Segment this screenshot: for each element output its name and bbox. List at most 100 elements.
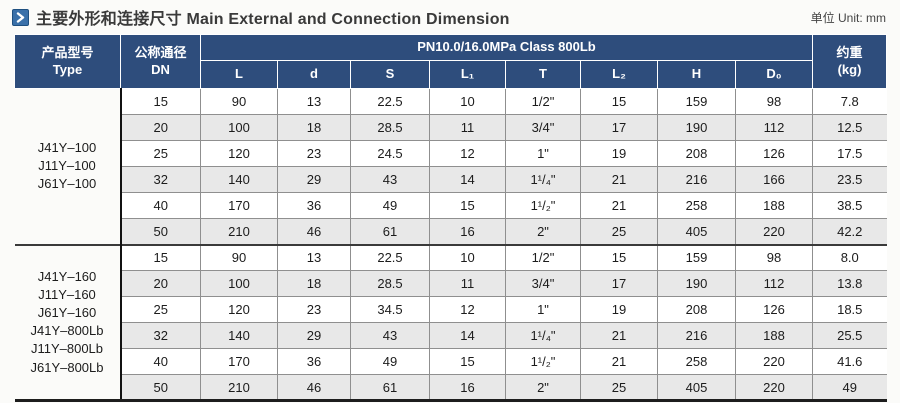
value-cell: 3/4" xyxy=(505,114,581,141)
value-cell: 3/4" xyxy=(505,270,581,297)
value-cell: 170 xyxy=(200,348,278,375)
value-cell: 1/2" xyxy=(505,88,581,115)
value-cell: 46 xyxy=(277,374,351,402)
value-cell: 21 xyxy=(580,348,658,375)
column-header-type: 产品型号 Type xyxy=(14,34,121,89)
dn-cell: 40 xyxy=(120,348,201,375)
table-row: 40 170 36 49 15 1¹/₂" 21 258 220 41.6 xyxy=(15,348,887,375)
value-cell: 36 xyxy=(277,348,351,375)
unit-label: 单位 Unit: mm xyxy=(810,10,886,25)
value-cell: 10 xyxy=(429,88,506,115)
value-cell: 41.6 xyxy=(812,348,887,375)
dn-cell: 32 xyxy=(120,166,201,193)
value-cell: 166 xyxy=(735,166,813,193)
column-header-L1: L₁ xyxy=(429,60,506,89)
value-cell: 28.5 xyxy=(350,114,430,141)
value-cell: 22.5 xyxy=(350,243,430,271)
column-header-S: S xyxy=(350,60,430,89)
value-cell: 90 xyxy=(200,88,278,115)
table-row: 50 210 46 61 16 2" 25 405 220 49 xyxy=(15,374,887,402)
value-cell: 10 xyxy=(429,243,506,271)
table-row: 32 140 29 43 14 1¹/₄" 21 216 166 23.5 xyxy=(15,166,887,193)
value-cell: 11 xyxy=(429,270,506,297)
value-cell: 1¹/₄" xyxy=(505,322,581,349)
dn-cell: 25 xyxy=(120,296,201,323)
value-cell: 112 xyxy=(735,114,813,141)
value-cell: 29 xyxy=(277,322,351,349)
value-cell: 405 xyxy=(657,218,736,245)
table-row: J41Y–160 J11Y–160 J61Y–160 J41Y–800Lb J11Y–8… xyxy=(14,243,887,402)
type-cell: J41Y–100 J11Y–100 J61Y–100 xyxy=(14,88,122,245)
value-cell: 15 xyxy=(580,243,658,271)
value-cell: 190 xyxy=(657,270,736,297)
value-cell: 98 xyxy=(735,88,813,115)
value-cell: 16 xyxy=(429,218,506,245)
value-cell: 23.5 xyxy=(812,166,887,193)
column-header-pressure-class: PN10.0/16.0MPa Class 800Lb xyxy=(200,34,813,61)
value-cell: 49 xyxy=(350,348,430,375)
value-cell: 100 xyxy=(200,114,278,141)
value-cell: 49 xyxy=(350,192,430,219)
column-header-H: H xyxy=(657,60,736,89)
value-cell: 42.2 xyxy=(812,218,887,245)
value-cell: 19 xyxy=(580,296,658,323)
value-cell: 1¹/₄" xyxy=(505,166,581,193)
value-cell: 90 xyxy=(200,243,278,271)
column-header-weight: 约重 (kg) xyxy=(812,34,887,89)
value-cell: 2" xyxy=(505,374,581,402)
table-row: 32 140 29 43 14 1¹/₄" 21 216 188 25.5 xyxy=(15,322,887,349)
value-cell: 34.5 xyxy=(350,296,430,323)
value-cell: 43 xyxy=(350,166,430,193)
value-cell: 18 xyxy=(277,114,351,141)
value-cell: 14 xyxy=(429,322,506,349)
value-cell: 2" xyxy=(505,218,581,245)
column-header-T: T xyxy=(505,60,581,89)
table-group-100: J41Y–100 J11Y–100 J61Y–100 15 90 13 22.5 10 1/2"… xyxy=(14,88,887,245)
dn-cell: 32 xyxy=(120,322,201,349)
value-cell: 1/2" xyxy=(505,243,581,271)
value-cell: 25 xyxy=(580,218,658,245)
value-cell: 210 xyxy=(200,374,278,402)
dn-cell: 15 xyxy=(120,88,201,115)
value-cell: 16 xyxy=(429,374,506,402)
value-cell: 126 xyxy=(735,140,813,167)
value-cell: 21 xyxy=(580,322,658,349)
type-cell: J41Y–160 J11Y–160 J61Y–160 J41Y–800Lb J11Y–8… xyxy=(14,243,122,402)
value-cell: 61 xyxy=(350,374,430,402)
value-cell: 7.8 xyxy=(812,88,887,115)
chevron-right-icon xyxy=(12,8,29,26)
dimension-table: 产品型号 Type 公称通径 DN PN10.0/16.0MPa Class 8… xyxy=(14,34,887,402)
value-cell: 1¹/₂" xyxy=(505,348,581,375)
dn-cell: 50 xyxy=(120,218,201,245)
column-header-dn-en: DN xyxy=(151,61,170,77)
value-cell: 8.0 xyxy=(812,243,887,271)
column-header-weight-zh: 约重 xyxy=(836,45,863,61)
value-cell: 1¹/₂" xyxy=(505,192,581,219)
value-cell: 208 xyxy=(657,140,736,167)
value-cell: 28.5 xyxy=(350,270,430,297)
column-header-dn-zh: 公称通径 xyxy=(134,45,187,61)
type-line: J11Y–160 xyxy=(38,286,96,302)
value-cell: 18.5 xyxy=(812,296,887,323)
type-line: J61Y–800Lb xyxy=(30,359,104,375)
value-cell: 49 xyxy=(812,374,887,402)
value-cell: 190 xyxy=(657,114,736,141)
value-cell: 15 xyxy=(429,192,506,219)
value-cell: 17 xyxy=(580,270,658,297)
value-cell: 25 xyxy=(580,374,658,402)
value-cell: 405 xyxy=(657,374,736,402)
table-row: J41Y–100 J11Y–100 J61Y–100 15 90 13 22.5 10 1/2"… xyxy=(14,88,887,245)
value-cell: 12 xyxy=(429,140,506,167)
dn-cell: 40 xyxy=(120,192,201,219)
type-line: J41Y–800Lb xyxy=(30,323,104,339)
title-bar: 主要外形和连接尺寸 Main External and Connection D… xyxy=(0,0,900,34)
value-cell: 29 xyxy=(277,166,351,193)
value-cell: 61 xyxy=(350,218,430,245)
value-cell: 21 xyxy=(580,192,658,219)
column-header-dn: 公称通径 DN xyxy=(120,34,201,89)
value-cell: 140 xyxy=(200,322,278,349)
value-cell: 23 xyxy=(277,140,351,167)
value-cell: 13.8 xyxy=(812,270,887,297)
type-line: J41Y–100 xyxy=(37,139,97,155)
